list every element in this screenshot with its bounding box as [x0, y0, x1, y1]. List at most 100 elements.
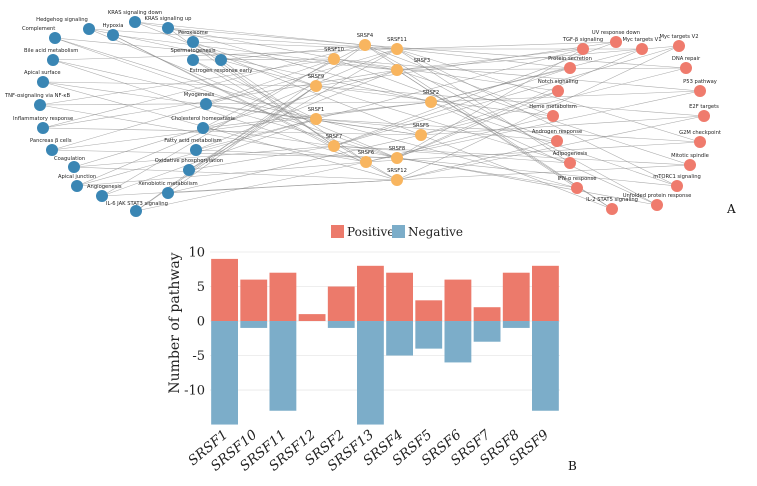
pathway-label-angiogenesis: Angiogenesis: [87, 184, 122, 190]
edge-estrogen-response-early-1: [220, 44, 366, 61]
edge-uv-response-down-0: [396, 41, 617, 50]
panel-a-label: A: [726, 202, 736, 216]
edge-tnf-signaling-via-nf-b-1: [39, 101, 432, 106]
bar-negative-srsf8: [502, 321, 530, 328]
pathway-label-heme-metabolism: Heme metabolism: [529, 104, 577, 110]
pathway-node-il-6-jak-stat3-signaling: [130, 205, 142, 217]
pathway-label-xenobiotic-metabolism: Xenobiotic metabolism: [138, 181, 197, 187]
edge-apical-junction-1: [76, 161, 367, 187]
srsf-label-srsf7: SRSF7: [326, 134, 342, 140]
legend-positive-swatch: [331, 225, 344, 238]
pathway-node-fatty-acid-metabolism: [190, 144, 202, 156]
edge-adipogenesis-1: [315, 85, 571, 164]
edge-il-2-stat5-signaling-0: [364, 44, 613, 210]
srsf-node-srsf5: [415, 129, 427, 141]
pathway-label-adipogenesis: Adipogenesis: [553, 151, 588, 157]
edge-unfolded-protein-response-0: [430, 101, 658, 206]
srsf-label-srsf3: SRSF3: [414, 58, 430, 64]
srsf-node-srsf2: [425, 96, 437, 108]
bar-negative-srsf6: [444, 321, 472, 363]
srsf-label-srsf2: SRSF2: [423, 90, 439, 96]
edge-il-6-jak-stat3-signaling-1: [135, 44, 366, 212]
edge-notch-signaling-2: [333, 58, 559, 92]
pathway-node-hypoxia: [107, 29, 119, 41]
pathway-label-e2f-targets: E2F targets: [689, 104, 719, 110]
bar-positive-srsf2: [327, 286, 355, 322]
plot-background: [210, 252, 560, 428]
edge-p53-pathway-0: [333, 58, 701, 92]
pathway-label-estrogen-response-early: Estrogen response early: [190, 68, 253, 74]
edge-oxidative-phosphorylation-2: [188, 145, 335, 171]
pathway-label-tgf-signaling: TGF-β signaling: [562, 37, 603, 43]
srsf-label-srsf4: SRSF4: [357, 33, 374, 39]
pathway-label-peroxisome: Peroxisome: [178, 30, 208, 36]
edge-protein-secretion-1: [333, 67, 571, 147]
pathway-node-cholesterol-homeostasis: [197, 122, 209, 134]
srsf-node-srsf11: [391, 43, 403, 55]
edge-xenobiotic-metabolism-2: [167, 179, 398, 194]
edge-xenobiotic-metabolism-1: [167, 134, 422, 194]
y-tick-10: 10: [188, 246, 205, 261]
pathway-label-myc-targets-v1: Myc targets V1: [622, 37, 661, 43]
pathway-node-g2m-checkpoint: [694, 136, 706, 148]
srsf-node-srsf6: [360, 156, 372, 168]
pathway-label-myogenesis: Myogenesis: [184, 92, 215, 98]
edge-oxidative-phosphorylation-1: [188, 85, 317, 171]
pathway-label-cholesterol-homeostasis: Cholesterol homeostasis: [171, 116, 235, 122]
bar-positive-srsf8: [502, 272, 530, 322]
bar-positive-srsf12: [298, 314, 326, 322]
edge-myc-targets-v2-0: [333, 45, 680, 147]
edge-myogenesis-2: [205, 58, 335, 105]
edge-bile-acid-metabolism-0: [52, 59, 317, 120]
srsf-label-srsf5: SRSF5: [413, 123, 429, 129]
pathway-node-myc-targets-v1: [636, 43, 648, 55]
pathway-label-uv-response-down: UV response down: [592, 30, 640, 36]
edge-androgen-response-1: [333, 58, 558, 142]
pathway-node-mtorc1-signaling: [671, 180, 683, 192]
edge-p53-pathway-1: [430, 90, 701, 103]
pathway-node-complement: [49, 32, 61, 44]
legend-negative-swatch: [392, 225, 405, 238]
srsf-node-srsf8: [391, 152, 403, 164]
edge-e2f-targets-2: [396, 115, 705, 181]
edge-mitotic-spindle-0: [333, 145, 691, 166]
edge-complement-1: [54, 37, 317, 120]
srsf-label-srsf10: SRSF10: [324, 47, 344, 53]
edge-apical-junction-2: [76, 48, 398, 187]
pathway-label-notch-signaling: Notch signaling: [538, 79, 578, 85]
chart-legend: Positive Negative: [331, 225, 463, 239]
edge-pancreas-cells-1: [51, 48, 398, 151]
pathway-label-coagulation: Coagulation: [54, 156, 85, 162]
edge-estrogen-response-early-2: [220, 59, 317, 87]
edge-bile-acid-metabolism-2: [52, 48, 398, 61]
edge-hypoxia-2: [112, 34, 398, 71]
edge-apical-surface-2: [42, 81, 398, 181]
bar-positive-srsf11: [269, 272, 297, 322]
edge-xenobiotic-metabolism-0: [167, 85, 317, 194]
srsf-node-srsf10: [328, 53, 340, 65]
legend-negative-label: Negative: [408, 225, 463, 239]
bar-positive-srsf1: [211, 258, 238, 322]
srsf-node-srsf9: [310, 80, 322, 92]
pathway-node-pancreas-cells: [46, 144, 58, 156]
edge-kras-signaling-up-2: [167, 27, 366, 46]
edge-adipogenesis-2: [333, 145, 571, 164]
edge-myc-targets-v2-2: [396, 45, 680, 71]
pathway-node-spermatogenesis: [187, 54, 199, 66]
pathway-label-dna-repair: DNA repair: [672, 56, 701, 62]
edge-cholesterol-homeostasis-1: [202, 127, 335, 147]
edge-inflammatory-response-1: [42, 69, 398, 129]
pathway-label-il-6-jak-stat3-signaling: IL-6 JAK STAT3 signaling: [106, 201, 168, 207]
edge-inflammatory-response-0: [42, 44, 366, 129]
pathway-node-protein-secretion: [564, 62, 576, 74]
y-axis-label: Number of pathway: [167, 252, 183, 393]
edge-bile-acid-metabolism-1: [52, 59, 367, 163]
pathway-label-androgen-response: Androgen response: [532, 129, 582, 135]
bar-positive-srsf7: [473, 307, 501, 322]
pathway-node-mitotic-spindle: [684, 159, 696, 171]
srsf-node-srsf12: [391, 174, 403, 186]
bar-positive-srsf4: [386, 272, 413, 322]
pathway-node-myc-targets-v2: [673, 40, 685, 52]
srsf-label-srsf6: SRSF6: [358, 150, 374, 156]
pathway-node-ifn-response: [571, 182, 583, 194]
